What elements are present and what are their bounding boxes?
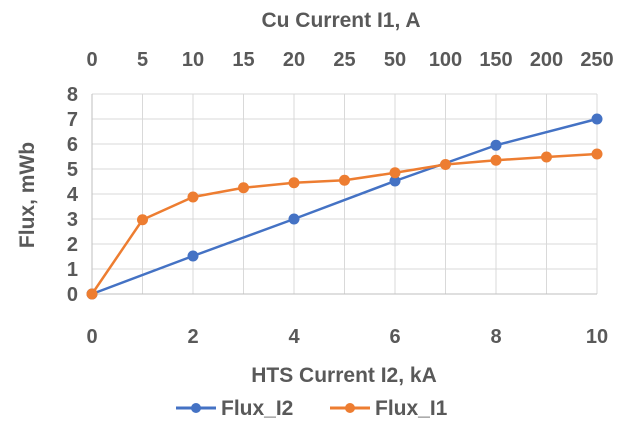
data-point-flux-i1	[592, 149, 603, 160]
data-point-flux-i1	[188, 192, 199, 203]
legend: Flux_I2 Flux_I1	[176, 397, 448, 420]
y-tick-label: 1	[67, 259, 78, 281]
y-tick-label: 7	[67, 109, 78, 131]
data-point-flux-i2	[491, 140, 502, 151]
data-point-flux-i1	[541, 152, 552, 163]
legend-item-flux-i2: Flux_I2	[176, 397, 293, 420]
legend-label-flux-i2: Flux_I2	[221, 397, 293, 420]
x-tick-label: 6	[389, 326, 400, 348]
y-tick-label: 8	[67, 84, 78, 106]
top-tick-label: 5	[137, 49, 148, 71]
legend-marker-flux-i2	[191, 403, 201, 413]
top-tick-label: 250	[580, 49, 613, 71]
top-tick-label: 150	[479, 49, 512, 71]
top-tick-label: 20	[283, 49, 305, 71]
data-point-flux-i1	[137, 214, 148, 225]
top-tick-label: 15	[232, 49, 254, 71]
data-point-flux-i1	[440, 159, 451, 170]
data-point-flux-i1	[491, 155, 502, 166]
data-point-flux-i1	[339, 175, 350, 186]
legend-marker-flux-i1	[345, 403, 355, 413]
data-point-flux-i2	[188, 251, 199, 262]
x-tick-label: 8	[490, 326, 501, 348]
data-point-flux-i1	[289, 177, 300, 188]
top-tick-label: 10	[182, 49, 204, 71]
x-tick-label: 0	[86, 326, 97, 348]
data-point-flux-i1	[87, 289, 98, 300]
top-axis-title: Cu Current I1, A	[261, 9, 420, 32]
top-tick-label: 0	[86, 49, 97, 71]
data-point-flux-i1	[238, 182, 249, 193]
y-axis-title: Flux, mWb	[16, 142, 39, 248]
y-tick-label: 3	[67, 209, 78, 231]
data-point-flux-i2	[592, 114, 603, 125]
data-point-flux-i2	[289, 214, 300, 225]
y-tick-label: 0	[67, 284, 78, 306]
data-point-flux-i1	[390, 167, 401, 178]
top-tick-label: 25	[333, 49, 355, 71]
y-tick-label: 5	[67, 159, 78, 181]
legend-item-flux-i1: Flux_I1	[330, 397, 448, 420]
grid	[92, 94, 597, 294]
top-tick-label: 100	[429, 49, 462, 71]
top-tick-label: 200	[530, 49, 563, 71]
y-tick-label: 2	[67, 234, 78, 256]
y-tick-label: 6	[67, 134, 78, 156]
top-tick-label: 50	[384, 49, 406, 71]
legend-label-flux-i1: Flux_I1	[375, 397, 448, 420]
x-tick-label: 2	[187, 326, 198, 348]
x-tick-label: 4	[288, 326, 300, 348]
y-tick-label: 4	[67, 184, 79, 206]
x-axis-title: HTS Current I2, kA	[251, 364, 437, 387]
x-tick-label: 10	[586, 326, 608, 348]
